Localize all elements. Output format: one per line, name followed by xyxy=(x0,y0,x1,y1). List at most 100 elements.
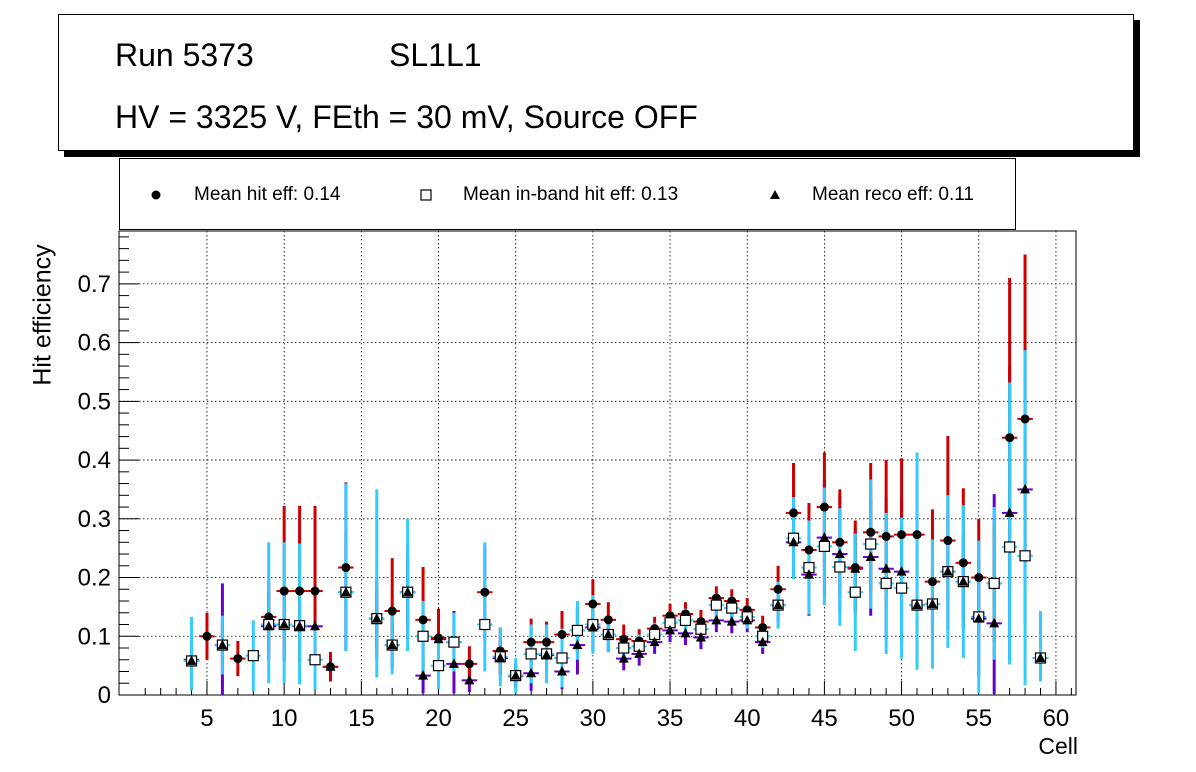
hit-point xyxy=(526,637,536,647)
reco-point xyxy=(325,661,336,671)
y-tick-label: 0.2 xyxy=(78,565,111,592)
x-tick-label: 50 xyxy=(888,705,915,732)
hit-point xyxy=(912,530,922,540)
reco-point xyxy=(340,586,351,597)
inband-point xyxy=(679,614,692,627)
reco-point xyxy=(587,621,598,632)
reco-point xyxy=(695,631,706,642)
reco-point xyxy=(556,666,567,676)
x-tick-label: 5 xyxy=(200,705,213,732)
inband-point xyxy=(1004,541,1016,553)
reco-point xyxy=(418,670,429,680)
legend-inband-marker xyxy=(420,189,432,201)
inband-point xyxy=(309,654,321,666)
x-tick-label: 45 xyxy=(811,705,838,732)
legend-inband-label: Mean in-band hit eff: 0.13 xyxy=(463,184,679,205)
hit-point xyxy=(619,634,629,644)
hit-point xyxy=(758,622,768,632)
hit-point xyxy=(1020,414,1030,424)
reco-point xyxy=(711,614,722,625)
reco-point xyxy=(834,548,845,559)
run-conditions: HV = 3325 V, FEth = 30 mV, Source OFF xyxy=(115,99,698,135)
reco-point xyxy=(402,586,413,597)
hit-point xyxy=(773,584,783,594)
reco-point xyxy=(371,613,382,623)
hit-point xyxy=(464,659,474,669)
reco-point xyxy=(665,624,676,635)
hit-point xyxy=(804,545,814,555)
reco-point xyxy=(1020,483,1031,494)
reco-point xyxy=(958,576,969,586)
reco-point xyxy=(310,620,321,631)
inband-point xyxy=(834,561,846,573)
hit-point xyxy=(789,508,799,518)
hit-point xyxy=(958,558,968,568)
y-tick-label: 0.7 xyxy=(78,271,111,298)
legend-hit-marker xyxy=(151,190,161,200)
markers xyxy=(185,414,1047,685)
x-tick-label: 10 xyxy=(271,705,298,732)
hit-point xyxy=(819,502,829,512)
reco-point xyxy=(819,532,830,542)
x-tick-label: 30 xyxy=(580,705,607,732)
legend-reco-label: Mean reco eff: 0.11 xyxy=(812,184,974,205)
reco-point xyxy=(433,633,444,644)
inband-point xyxy=(1019,550,1031,562)
reco-point xyxy=(788,536,799,547)
plot-frame xyxy=(118,230,1077,696)
reco-point xyxy=(279,619,290,629)
reco-point xyxy=(526,667,537,678)
reco-point xyxy=(927,598,938,608)
inband-point xyxy=(865,538,877,550)
reco-point xyxy=(680,627,691,638)
reco-point xyxy=(896,566,907,576)
reco-point xyxy=(263,620,274,631)
hit-point xyxy=(310,586,320,596)
reco-point xyxy=(726,616,737,626)
reco-point xyxy=(742,614,753,625)
reco-point xyxy=(495,652,506,662)
hit-point xyxy=(202,631,212,641)
hit-point xyxy=(418,615,428,625)
reco-point xyxy=(387,639,398,650)
inband-point xyxy=(726,602,738,614)
run-label: Run 5373 xyxy=(115,37,254,73)
reco-point xyxy=(448,658,459,668)
hit-point xyxy=(480,587,490,597)
legend: Mean hit eff: 0.14 Mean in-band hit eff:… xyxy=(119,158,1016,230)
inband-point xyxy=(849,586,861,598)
y-tick-label: 0.3 xyxy=(78,506,111,533)
hit-point xyxy=(974,573,984,583)
reco-point xyxy=(865,551,876,561)
inband-point xyxy=(618,642,630,654)
reco-point xyxy=(850,563,861,573)
title-box: Run 5373 SL1L1 HV = 3325 V, FEth = 30 mV… xyxy=(58,14,1134,151)
inband-point xyxy=(556,652,568,664)
reco-point xyxy=(186,655,197,665)
hit-point xyxy=(542,637,552,647)
x-tick-label: 15 xyxy=(348,705,375,732)
reco-point xyxy=(989,617,1000,628)
x-tick-label: 25 xyxy=(502,705,529,732)
y-tick-label: 0.5 xyxy=(78,388,111,415)
reco-point xyxy=(618,653,629,663)
inband-point xyxy=(880,577,892,590)
y-tick-label: 0 xyxy=(98,682,111,709)
hit-point xyxy=(1005,433,1015,443)
hit-point xyxy=(943,536,953,546)
reco-point xyxy=(510,670,521,680)
hit-point xyxy=(557,630,567,640)
reco-point xyxy=(1035,652,1046,662)
reco-point xyxy=(217,639,228,650)
x-tick-label: 55 xyxy=(965,705,992,732)
x-axis-label: Cell xyxy=(1038,733,1078,759)
reco-point xyxy=(973,613,984,623)
reco-point xyxy=(541,649,552,660)
hit-point xyxy=(279,586,289,596)
inband-point xyxy=(448,636,460,648)
hit-point xyxy=(881,531,891,541)
x-tick-label: 20 xyxy=(425,705,452,732)
inband-point xyxy=(525,648,537,660)
hit-point xyxy=(233,654,243,664)
